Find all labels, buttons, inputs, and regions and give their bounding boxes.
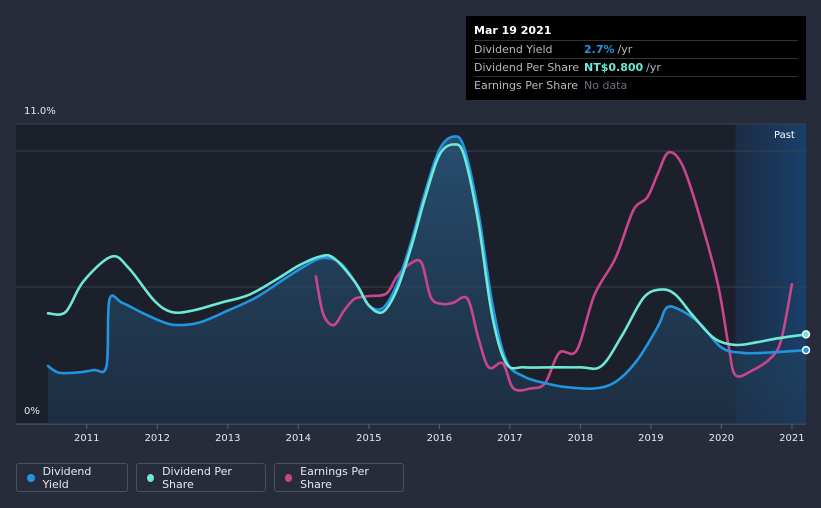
tooltip-value: No data — [584, 79, 628, 92]
y-axis-top-label: 11.0% — [24, 106, 56, 117]
legend-dot-icon — [147, 473, 155, 482]
legend-dot-icon — [27, 473, 35, 482]
tooltip-label: Earnings Per Share — [474, 79, 579, 92]
x-tick-label: 2014 — [286, 433, 311, 444]
past-label: Past — [774, 130, 795, 141]
x-tick-label: 2013 — [215, 433, 240, 444]
tooltip-unit: /yr — [617, 43, 633, 56]
earnings-per-share-line — [314, 150, 794, 392]
tooltip-row-dividend-yield: Dividend Yield 2.7% /yr — [474, 40, 798, 58]
x-tick-label: 2018 — [568, 433, 593, 444]
x-tick-label: 2021 — [779, 433, 804, 444]
tooltip-unit: /yr — [646, 61, 661, 74]
dividend-per-share-end-marker — [801, 330, 811, 339]
x-tick-label: 2019 — [638, 433, 663, 444]
legend-label: Dividend Per Share — [162, 464, 232, 491]
dividend-per-share-line — [46, 143, 808, 371]
legend-item-dividend-per-share[interactable]: Dividend Per Share — [136, 463, 266, 492]
tooltip-row-dividend-per-share: Dividend Per Share NT$0.800 /yr — [474, 58, 798, 76]
dividend-yield-line — [46, 135, 808, 391]
x-tick-label: 2012 — [145, 433, 170, 444]
x-axis: 2011 2012 2013 2014 2015 2016 2017 2018 2019 2020… — [74, 424, 805, 444]
tooltip-label: Dividend Yield — [474, 43, 553, 56]
tooltip-value: NT$0.800 — [584, 61, 644, 74]
legend-label: Earnings Per Share — [300, 464, 369, 491]
x-tick-label: 2015 — [356, 433, 381, 444]
legend-item-dividend-yield[interactable]: Dividend Yield — [16, 463, 128, 492]
tooltip-label: Dividend Per Share — [474, 61, 580, 74]
legend-item-earnings-per-share[interactable]: Earnings Per Share — [274, 463, 404, 492]
x-tick-label: 2011 — [74, 433, 99, 444]
dividend-yield-end-marker — [801, 345, 811, 355]
tooltip-value: 2.7% — [584, 43, 615, 56]
tooltip-date: Mar 19 2021 — [474, 24, 552, 37]
x-tick-label: 2020 — [709, 433, 734, 444]
legend-label: Dividend Yield — [42, 464, 92, 491]
series-layer — [46, 135, 811, 424]
tooltip-row-earnings-per-share: Earnings Per Share No data — [474, 76, 798, 94]
y-axis-bottom-label: 0% — [24, 406, 40, 417]
legend-dot-icon — [285, 473, 293, 482]
x-tick-label: 2016 — [427, 433, 452, 444]
tooltip: Mar 19 2021 Dividend Yield 2.7% /yr Divi… — [466, 16, 806, 100]
x-tick-label: 2017 — [497, 433, 522, 444]
